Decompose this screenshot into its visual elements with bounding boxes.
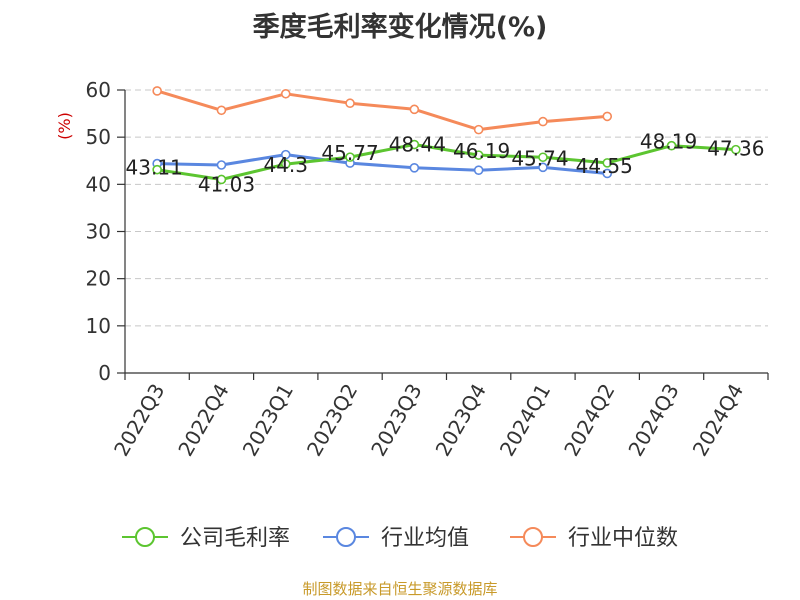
data-point [216, 160, 227, 170]
series-line [156, 143, 736, 181]
legend-label: 公司毛利率 [180, 526, 290, 551]
data-point [538, 162, 548, 173]
data-point [409, 104, 420, 115]
x-tick-label: 2023Q1 [238, 380, 298, 461]
data-point [731, 144, 741, 155]
data-labels: 43.11 41.03 44.3 45.77 48.44 46.19 45.74 44.55 4… [126, 130, 765, 197]
source-note: 制图数据来自恒生聚源数据库 [302, 580, 498, 598]
y-tick-label: 60 [86, 78, 111, 102]
legend: 公司毛利率 行业均值 行业中位数 [122, 526, 678, 551]
data-label: 45.77 [321, 141, 378, 165]
chart-title: 季度毛利率变化情况(%) [252, 12, 548, 43]
data-label: 47.36 [707, 137, 764, 161]
x-tick-label: 2023Q3 [366, 380, 426, 461]
series-line [156, 89, 608, 132]
legend-marker [523, 527, 543, 547]
data-point [409, 163, 420, 173]
data-point [538, 152, 548, 163]
data-point [280, 88, 291, 99]
data-label: 44.3 [263, 153, 308, 177]
y-tick-label: 50 [86, 125, 111, 149]
x-tick-label: 2023Q4 [431, 380, 491, 461]
x-tick-label: 2023Q2 [302, 380, 362, 461]
series-line [157, 153, 608, 175]
y-tick-label: 30 [86, 220, 111, 244]
x-tick-label: 2024Q1 [495, 380, 555, 461]
data-point [602, 168, 613, 179]
legend-label: 行业中位数 [568, 526, 678, 551]
legend-marker [336, 527, 356, 547]
series-lines [152, 86, 741, 185]
x-tick-label: 2024Q4 [688, 380, 748, 461]
x-tick-label: 2022Q3 [109, 380, 169, 461]
legend-label: 行业均值 [381, 526, 469, 551]
data-point [280, 149, 291, 160]
y-axis-label: (%) [55, 112, 74, 140]
y-tick-label: 10 [86, 314, 111, 338]
data-point [345, 98, 355, 109]
x-tick-label: 2022Q4 [173, 380, 233, 461]
data-point [152, 164, 162, 175]
data-label: 44.55 [576, 154, 633, 178]
x-tick-label: 2024Q2 [559, 380, 619, 461]
y-tick-label: 0 [98, 361, 111, 385]
data-point [473, 124, 484, 135]
data-point [216, 174, 227, 185]
data-point [473, 150, 484, 160]
data-point [602, 111, 613, 122]
legend-marker [135, 527, 155, 547]
data-point [409, 139, 420, 150]
data-label: 43.11 [126, 156, 183, 180]
data-point [280, 159, 291, 169]
data-point [666, 140, 677, 151]
data-point [473, 165, 484, 175]
grid-lines [125, 89, 768, 327]
data-point [152, 86, 162, 96]
data-point [602, 158, 613, 168]
data-label: 48.19 [640, 130, 697, 154]
data-label: 45.74 [511, 146, 568, 170]
x-tick-label: 2024Q3 [623, 380, 683, 461]
data-point [345, 152, 355, 162]
data-point [216, 105, 227, 116]
y-tick-label: 20 [86, 267, 111, 291]
y-tick-label: 40 [86, 172, 111, 196]
data-point [538, 116, 548, 127]
data-label: 46.19 [453, 139, 510, 163]
data-label: 48.44 [389, 133, 446, 157]
data-label: 41.03 [198, 172, 255, 196]
